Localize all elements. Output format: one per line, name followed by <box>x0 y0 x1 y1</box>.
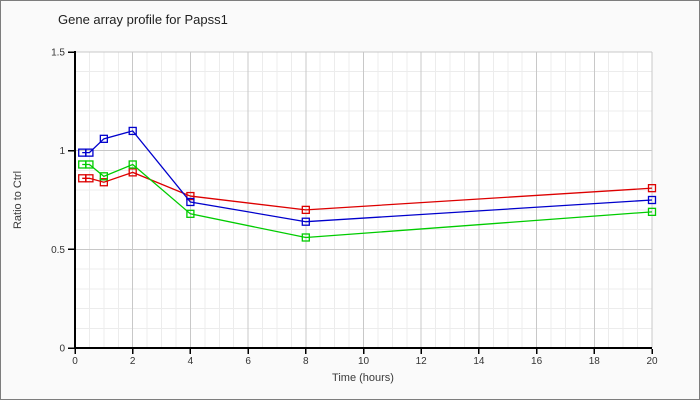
series-line-red <box>82 171 653 211</box>
marker-blue <box>128 126 137 136</box>
y-tick-label: 0.5 <box>51 245 65 256</box>
x-tick-label: 10 <box>358 356 370 367</box>
marker-blue <box>301 217 310 226</box>
marker-red <box>99 178 108 187</box>
chart-title: Gene array profile for Papss1 <box>58 12 228 27</box>
marker-blue <box>99 134 108 143</box>
marker-green <box>186 209 195 218</box>
x-tick-label: 4 <box>188 356 194 367</box>
x-tick-label: 2 <box>130 356 136 367</box>
marker-green <box>647 207 657 216</box>
series-line-blue <box>82 130 653 223</box>
x-tick-label: 20 <box>646 356 658 367</box>
marker-red <box>85 174 94 183</box>
x-tick-label: 16 <box>531 356 543 367</box>
y-tick-label: 1.5 <box>51 48 65 59</box>
marker-green <box>301 233 310 242</box>
marker-green <box>85 160 94 169</box>
marker-red <box>647 184 657 193</box>
x-axis-title: Time (hours) <box>332 372 394 384</box>
marker-blue <box>85 148 94 157</box>
x-tick-label: 6 <box>245 356 251 367</box>
marker-red <box>186 191 195 201</box>
x-tick-label: 12 <box>416 356 428 367</box>
marker-blue <box>647 195 657 205</box>
y-tick-label: 1 <box>59 146 65 157</box>
x-tick-label: 18 <box>589 356 601 367</box>
marker-green <box>128 160 137 169</box>
marker-green <box>99 172 108 181</box>
y-axis-title: Ratio to Ctrl <box>12 170 24 230</box>
marker-red <box>128 168 137 177</box>
x-tick-label: 0 <box>72 356 78 367</box>
y-tick-label: 0 <box>59 344 65 355</box>
marker-blue <box>186 197 195 207</box>
series-line-green <box>82 163 653 239</box>
x-tick-label: 14 <box>473 356 485 367</box>
x-tick-label: 8 <box>303 356 309 367</box>
marker-red <box>301 205 310 215</box>
